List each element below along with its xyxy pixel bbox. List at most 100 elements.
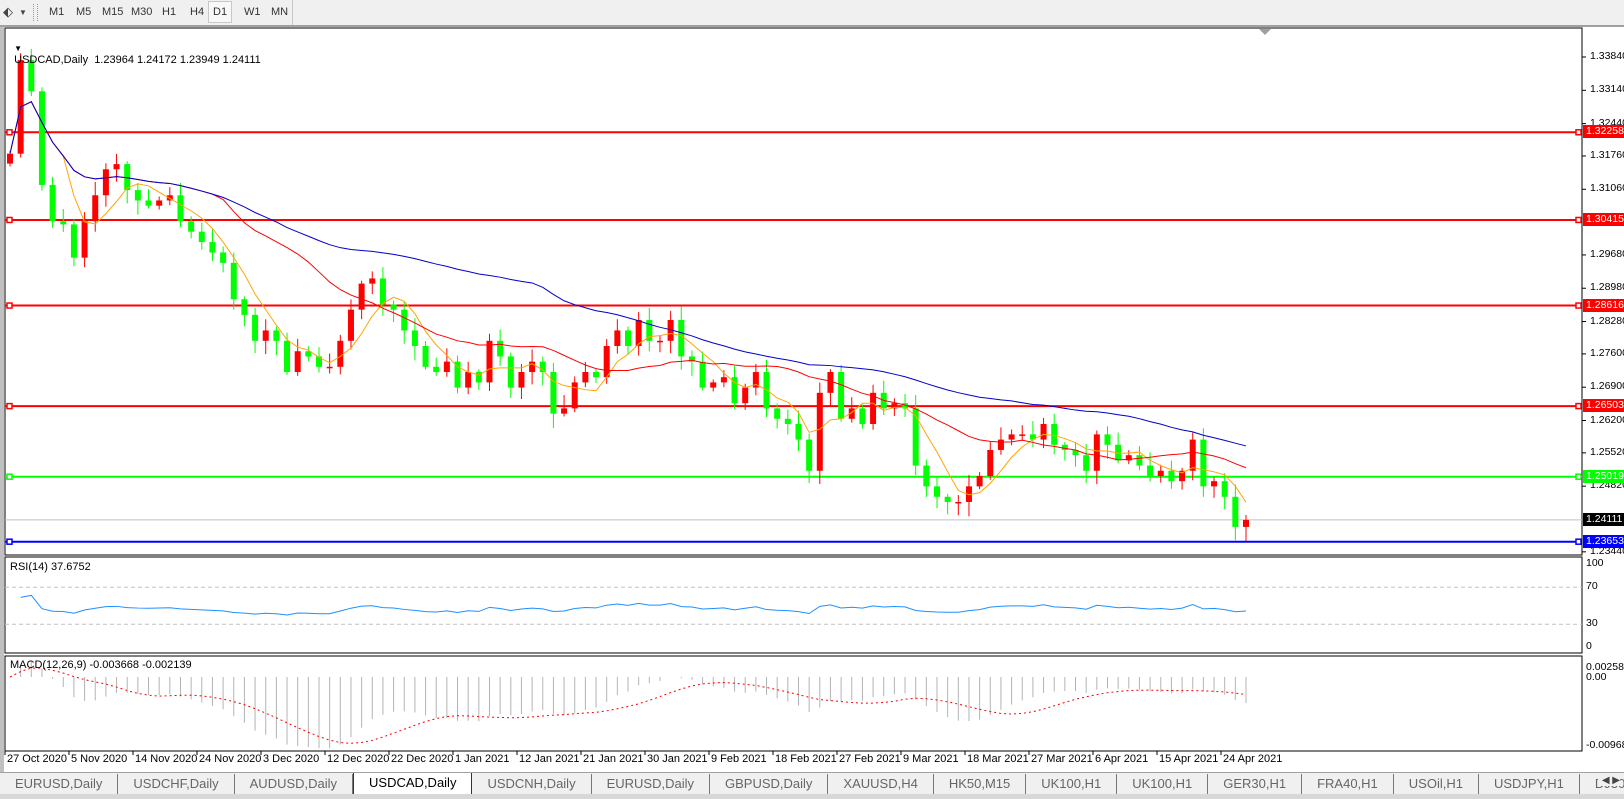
timeframe-m30[interactable]: M30 xyxy=(131,6,153,18)
tab-usdcnh-daily[interactable]: USDCNH,Daily xyxy=(472,774,592,794)
candle-body xyxy=(102,169,109,196)
toolbar-grip[interactable] xyxy=(33,4,38,21)
main-panel[interactable] xyxy=(4,27,1583,556)
candle-body xyxy=(731,377,738,404)
candle xyxy=(806,433,813,484)
candle-body xyxy=(1136,455,1143,466)
price-tick-label: 1.31760 xyxy=(1590,148,1624,161)
candle xyxy=(688,350,695,376)
date-tick-label: 12 Dec 2020 xyxy=(327,753,390,765)
price-tick-label: 1.26200 xyxy=(1590,413,1624,426)
candle xyxy=(859,404,866,429)
timeframe-m5[interactable]: M5 xyxy=(76,6,92,18)
candle xyxy=(1040,417,1047,449)
timeframe-m1[interactable]: M1 xyxy=(49,6,65,18)
candle-body xyxy=(1168,470,1175,482)
candle-body xyxy=(379,278,386,305)
candle xyxy=(582,361,589,388)
collapse-triangle-icon[interactable]: ▼ xyxy=(14,44,23,53)
candle-body xyxy=(38,91,45,185)
line-handle-right[interactable] xyxy=(1575,129,1582,136)
candle-body xyxy=(944,496,951,502)
candle xyxy=(401,301,408,344)
timeframe-h4[interactable]: H4 xyxy=(190,6,205,18)
line-handle-right[interactable] xyxy=(1575,538,1582,545)
candle xyxy=(997,427,1004,455)
dropdown-arrow-icon[interactable]: ▼ xyxy=(19,8,27,17)
candle-body xyxy=(848,408,855,419)
date-tick-label: 18 Feb 2021 xyxy=(775,753,837,765)
candle-body xyxy=(1093,434,1100,471)
tab-eurusd-daily[interactable]: EURUSD,Daily xyxy=(0,774,119,794)
price-tick-label: 1.28280 xyxy=(1590,314,1624,327)
horizontal-line-label: 1.32258 xyxy=(1583,125,1624,139)
line-handle-right[interactable] xyxy=(1575,473,1582,480)
line-handle-left[interactable] xyxy=(6,402,13,410)
candle-body xyxy=(411,330,418,347)
chart-shift-marker[interactable] xyxy=(1259,29,1271,35)
line-handle-left[interactable] xyxy=(6,473,13,480)
candle xyxy=(273,326,280,356)
tab-audusd-daily[interactable]: AUDUSD,Daily xyxy=(235,774,354,794)
tab-usdcad-daily[interactable]: USDCAD,Daily xyxy=(353,773,473,795)
scroll-right-icon[interactable]: ▶ xyxy=(1612,775,1620,786)
candle-body xyxy=(1211,481,1218,487)
candle xyxy=(1104,426,1111,460)
candle-body xyxy=(1157,470,1164,476)
price-tick-label: 1.25520 xyxy=(1590,445,1624,458)
timeframe-w1[interactable]: W1 xyxy=(244,6,261,18)
date-tick-label: 21 Jan 2021 xyxy=(583,753,644,765)
candle xyxy=(102,163,109,207)
candle xyxy=(870,384,877,430)
candle xyxy=(369,271,376,295)
tab-fra40-h1[interactable]: FRA40,H1 xyxy=(1302,774,1394,794)
timeframe-mn[interactable]: MN xyxy=(271,6,289,18)
candle xyxy=(1200,428,1207,497)
tab-hk50-m15[interactable]: HK50,M15 xyxy=(934,774,1027,794)
tab-usdjpy-h1[interactable]: USDJPY,H1 xyxy=(1479,774,1580,794)
candle-body xyxy=(198,231,205,243)
tab-usoil-h1[interactable]: USOil,H1 xyxy=(1394,774,1479,794)
line-handle-left[interactable] xyxy=(6,216,13,224)
candle-body xyxy=(635,320,642,347)
timeframe-m15[interactable]: M15 xyxy=(102,6,124,18)
macd-panel[interactable] xyxy=(4,655,1583,752)
line-handle-left[interactable] xyxy=(6,302,13,309)
line-handle-right[interactable] xyxy=(1575,216,1582,224)
candle-body xyxy=(795,423,802,440)
scroll-left-icon[interactable]: ◀ xyxy=(1601,775,1610,786)
tab-eurusd-daily[interactable]: EURUSD,Daily xyxy=(592,774,710,794)
candle xyxy=(1221,473,1228,510)
candle xyxy=(486,333,493,391)
rsi-line xyxy=(20,594,1247,616)
candle xyxy=(188,216,195,239)
rsi-panel[interactable] xyxy=(4,556,1583,654)
candle xyxy=(241,296,248,327)
chart-header-text: USDCAD,Daily 1.23964 1.24172 1.23949 1.2… xyxy=(14,54,261,66)
candle xyxy=(667,310,674,354)
tab-uk100-h1[interactable]: UK100,H1 xyxy=(1117,774,1209,794)
tab-usdchf-daily[interactable]: USDCHF,Daily xyxy=(118,774,235,794)
candle-body xyxy=(188,221,195,232)
tab-uk100-h1[interactable]: UK100,H1 xyxy=(1026,774,1118,794)
candle-body xyxy=(486,340,493,383)
date-tick-label: 24 Apr 2021 xyxy=(1223,753,1283,765)
tab-xauusd-h4[interactable]: XAUUSD,H4 xyxy=(828,774,934,794)
candle-body xyxy=(593,372,600,378)
tab-gbpusd-daily[interactable]: GBPUSD,Daily xyxy=(710,774,829,794)
tab-ger30-h1[interactable]: GER30,H1 xyxy=(1208,774,1303,794)
candle-body xyxy=(1179,470,1186,482)
candle xyxy=(220,246,227,273)
candle-body xyxy=(230,262,237,300)
line-handle-left[interactable] xyxy=(6,538,13,545)
line-handle-right[interactable] xyxy=(1575,302,1582,309)
candle xyxy=(337,334,344,375)
timeframe-h1[interactable]: H1 xyxy=(162,6,177,18)
candle-body xyxy=(507,356,514,388)
chart-tools-icon[interactable]: ⬖ xyxy=(3,4,13,19)
timeframe-d1[interactable]: D1 xyxy=(208,1,233,23)
candle-body xyxy=(1189,439,1196,471)
line-handle-right[interactable] xyxy=(1575,402,1582,410)
line-handle-left[interactable] xyxy=(6,129,13,136)
